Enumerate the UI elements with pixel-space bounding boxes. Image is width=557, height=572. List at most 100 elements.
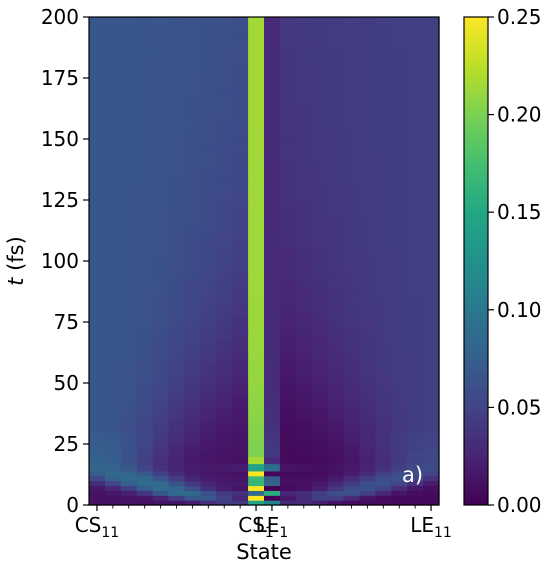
heatmap-cell (168, 187, 186, 195)
heatmap-cell (248, 212, 265, 219)
heatmap-cell (391, 169, 408, 177)
heatmap-cell (89, 200, 106, 207)
heatmap-cell (407, 65, 424, 73)
heatmap-cell (200, 495, 217, 501)
heatmap-cell (327, 175, 345, 183)
heatmap-cell (104, 267, 122, 274)
heatmap-cell (375, 163, 392, 171)
heatmap-cell (120, 485, 138, 491)
heatmap-cell (89, 444, 106, 451)
heatmap-cell (216, 273, 233, 280)
heatmap-cell (295, 157, 313, 164)
heatmap-cell (391, 437, 408, 445)
heatmap-cell (200, 102, 217, 110)
heatmap-cell (232, 297, 249, 305)
heatmap-cell (311, 500, 329, 506)
heatmap-cell (89, 297, 106, 305)
heatmap-cell (279, 187, 297, 195)
heatmap-cell (327, 475, 345, 482)
heatmap-cell (375, 114, 392, 122)
colorbar-tick-label: 0.00 (497, 493, 542, 517)
heatmap-cell (248, 151, 265, 158)
heatmap-cell (184, 90, 201, 97)
heatmap-cell (295, 285, 313, 293)
heatmap-cell (423, 419, 440, 427)
heatmap-cell (343, 480, 361, 487)
heatmap-cell (391, 114, 408, 122)
heatmap-cell (359, 291, 376, 299)
heatmap-cell (279, 407, 297, 415)
heatmap-cell (391, 334, 408, 341)
heatmap-cell (359, 444, 376, 451)
heatmap-cell (232, 389, 249, 396)
heatmap-cell (104, 151, 122, 158)
heatmap-cell (184, 358, 201, 366)
heatmap-cell (200, 35, 217, 42)
heatmap-cell (136, 29, 154, 36)
heatmap-cell (232, 303, 249, 311)
heatmap-cell (295, 65, 313, 73)
heatmap-cell (311, 352, 329, 360)
heatmap-cell (89, 224, 106, 232)
heatmap-cell (279, 212, 297, 219)
heatmap-cell (311, 175, 329, 183)
heatmap-cell (184, 470, 201, 477)
heatmap-cell (279, 236, 297, 244)
heatmap-cell (295, 108, 313, 116)
heatmap-cell (136, 218, 154, 225)
heatmap-cell (391, 303, 408, 311)
heatmap-cell (120, 303, 138, 311)
heatmap-cell (216, 303, 233, 311)
heatmap-cell (104, 248, 122, 256)
heatmap-cell (391, 328, 408, 335)
heatmap-cell (264, 47, 281, 55)
heatmap-cell (375, 401, 392, 408)
heatmap-cell (295, 84, 313, 91)
heatmap-cell (295, 315, 313, 323)
heatmap-cell (264, 456, 281, 465)
heatmap-cell (423, 114, 440, 122)
heatmap-cell (295, 500, 313, 506)
heatmap-cell (168, 334, 186, 341)
heatmap-cell (391, 279, 408, 286)
heatmap-cell (295, 485, 313, 491)
heatmap-cell (327, 41, 345, 49)
heatmap-cell (391, 480, 408, 487)
heatmap-cell (391, 444, 408, 451)
heatmap-cell (104, 47, 122, 55)
heatmap-cell (200, 248, 217, 256)
heatmap-cell (423, 450, 440, 457)
heatmap-cell (295, 475, 313, 482)
heatmap-cell (311, 413, 329, 421)
heatmap-cell (232, 291, 249, 299)
heatmap-cell (295, 303, 313, 311)
heatmap-cell (311, 254, 329, 262)
heatmap-cell (295, 78, 313, 85)
heatmap-cell (104, 261, 122, 268)
heatmap-cell (264, 340, 281, 347)
heatmap-cell (104, 163, 122, 171)
heatmap-cell (264, 53, 281, 61)
heatmap-cell (327, 236, 345, 244)
heatmap-cell (295, 470, 313, 477)
heatmap-cell (184, 261, 201, 268)
heatmap-cell (104, 17, 122, 24)
heatmap-cell (407, 413, 424, 421)
heatmap-cell (152, 444, 170, 451)
heatmap-cell (168, 102, 186, 110)
heatmap-cell (343, 285, 361, 293)
heatmap-cell (264, 490, 281, 496)
heatmap-cell (184, 108, 201, 116)
heatmap-cell (232, 419, 249, 427)
heatmap-cell (104, 139, 122, 146)
heatmap-cell (200, 206, 217, 213)
heatmap-cell (89, 163, 106, 171)
heatmap-cell (232, 431, 249, 439)
heatmap-cell (375, 425, 392, 433)
heatmap-cell (232, 444, 249, 451)
heatmap-cell (104, 84, 122, 91)
heatmap-cell (248, 364, 265, 372)
heatmap-cell (184, 132, 201, 140)
heatmap-cell (216, 450, 233, 457)
